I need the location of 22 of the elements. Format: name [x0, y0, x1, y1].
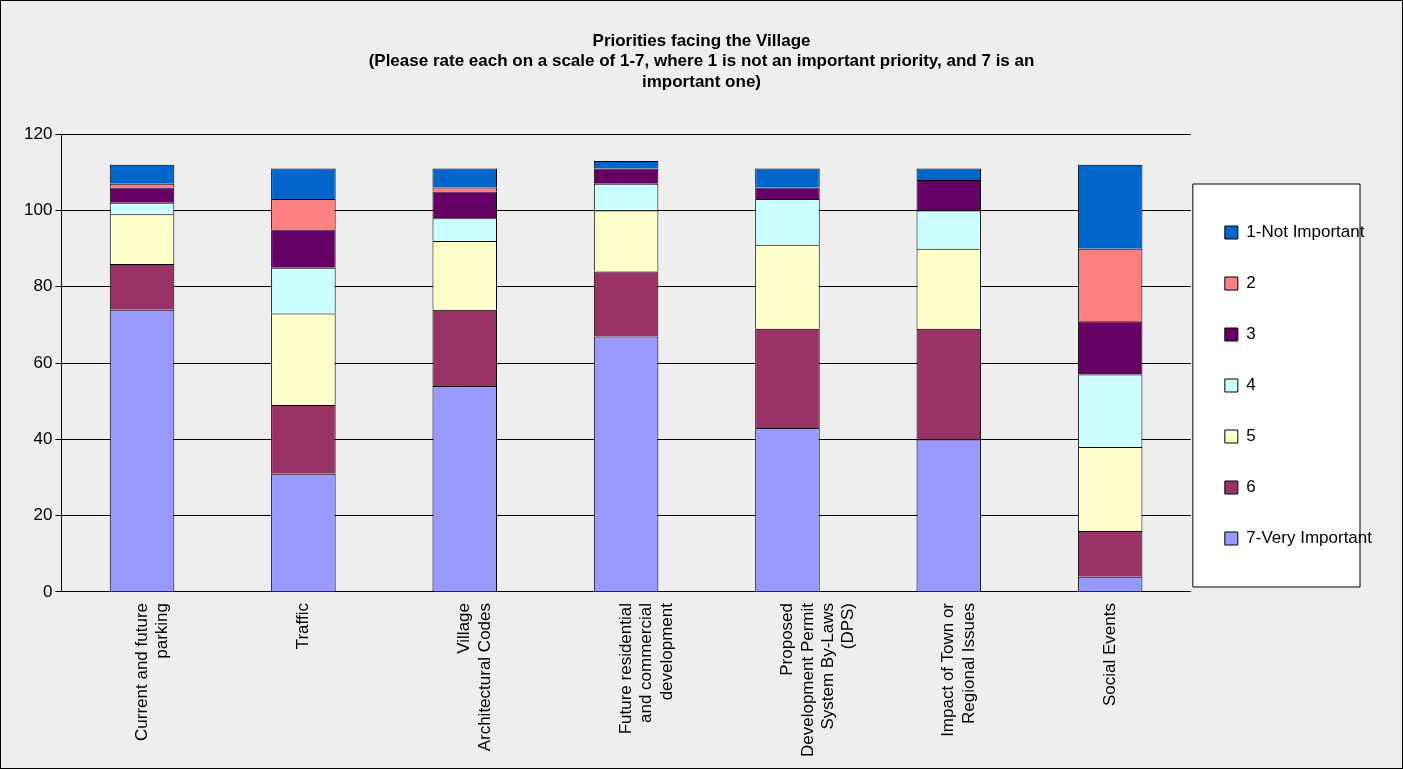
y-tick-label: 100 — [23, 200, 53, 220]
legend-label: 1-Not Important — [1246, 222, 1365, 242]
x-tick-label: Proposed Development Permit System By-Laws (DPS) — [777, 602, 858, 758]
legend-label: 6 — [1246, 477, 1256, 497]
x-tick-label: Impact of Town or Regional Issues — [938, 602, 978, 737]
legend-label: 7-Very Important — [1246, 528, 1373, 548]
x-tick-label: Future residential and commercial development — [615, 602, 676, 735]
y-tick-label: 20 — [33, 505, 53, 525]
y-tick-label: 40 — [33, 429, 53, 449]
y-tick-label: 60 — [33, 352, 53, 372]
x-tick-label: Traffic — [293, 602, 313, 650]
legend-label: 3 — [1246, 324, 1256, 344]
legend-label: 2 — [1246, 273, 1256, 293]
chart-title: Priorities facing the Village (Please rate each on a scale of 1-7, where 1 is not an important priority, and 7 is an important one) — [368, 30, 1035, 91]
x-tick-label: Social Events — [1099, 603, 1119, 706]
y-tick-label: 80 — [33, 276, 53, 296]
y-tick-label: 120 — [23, 123, 53, 143]
x-tick-label: Current and future parking — [131, 603, 172, 741]
legend-label: 5 — [1246, 426, 1256, 446]
y-tick-label: 0 — [42, 581, 53, 601]
legend-label: 4 — [1246, 375, 1256, 395]
x-tick-label: Village Architectural Codes — [454, 603, 494, 752]
